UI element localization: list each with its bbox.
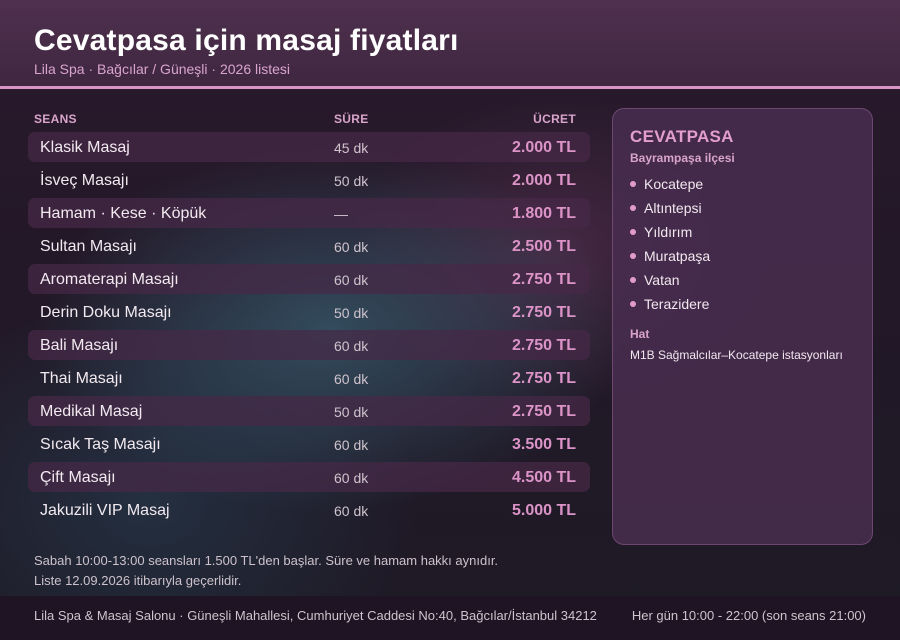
session-price: 5.000 TL bbox=[511, 502, 576, 519]
session-name: Thai Masajı bbox=[40, 370, 123, 387]
footer-hours: Her gün 10:00 - 22:00 (son seans 21:00) bbox=[631, 608, 866, 623]
neighborhood-name: Terazidere bbox=[644, 296, 710, 312]
line-label: Hat bbox=[630, 327, 650, 341]
session-price: 2.750 TL bbox=[511, 403, 576, 420]
table-row: Sultan Masajı 60 dk 2.500 TL bbox=[28, 231, 590, 261]
bullet-icon bbox=[630, 277, 636, 283]
neighborhood-name: Vatan bbox=[644, 272, 680, 288]
list-item: Yıldırım bbox=[630, 220, 710, 244]
page-footer: Lila Spa & Masaj Salonu · Güneşli Mahall… bbox=[0, 596, 900, 640]
validity-note: Liste 12.09.2026 itibarıyla geçerlidir. bbox=[34, 573, 242, 588]
pricing-note: Sabah 10:00-13:00 seansları 1.500 TL'den… bbox=[34, 553, 499, 568]
session-price: 2.750 TL bbox=[511, 337, 576, 354]
column-header-session: SEANS bbox=[34, 112, 77, 126]
footer-address: Lila Spa & Masaj Salonu · Güneşli Mahall… bbox=[34, 608, 597, 623]
session-duration: 60 dk bbox=[334, 437, 369, 453]
session-price: 2.750 TL bbox=[511, 271, 576, 288]
page-subtitle: Lila Spa · Bağcılar / Güneşli · 2026 lis… bbox=[34, 61, 291, 77]
page-header: Cevatpasa için masaj fiyatları Lila Spa … bbox=[0, 0, 900, 89]
session-price: 2.750 TL bbox=[511, 370, 576, 387]
session-price: 2.000 TL bbox=[511, 172, 576, 189]
bullet-icon bbox=[630, 229, 636, 235]
table-row: Çift Masajı 60 dk 4.500 TL bbox=[28, 462, 590, 492]
session-price: 2.500 TL bbox=[511, 238, 576, 255]
district-title: CEVATPASA bbox=[630, 127, 734, 146]
column-header-price: ÜCRET bbox=[533, 112, 576, 126]
neighborhood-name: Yıldırım bbox=[644, 224, 693, 240]
session-price: 4.500 TL bbox=[511, 469, 576, 486]
session-name: Hamam · Kese · Köpük bbox=[40, 205, 207, 222]
session-duration: 50 dk bbox=[334, 173, 369, 189]
list-item: Altıntepsi bbox=[630, 196, 710, 220]
session-duration: 60 dk bbox=[334, 239, 369, 255]
session-name: İsveç Masajı bbox=[40, 172, 129, 189]
session-name: Medikal Masaj bbox=[40, 403, 143, 420]
session-duration: 60 dk bbox=[334, 338, 369, 354]
district-panel: CEVATPASA Bayrampaşa ilçesi Kocatepe Alt… bbox=[612, 108, 873, 545]
table-row: Thai Masajı 60 dk 2.750 TL bbox=[28, 363, 590, 393]
session-name: Sıcak Taş Masajı bbox=[40, 436, 161, 453]
session-name: Sultan Masajı bbox=[40, 238, 137, 255]
line-value: M1B Sağmalcılar–Kocatepe istasyonları bbox=[630, 348, 843, 362]
table-row: Aromaterapi Masajı 60 dk 2.750 TL bbox=[28, 264, 590, 294]
session-duration: 45 dk bbox=[334, 140, 369, 156]
table-row: Bali Masajı 60 dk 2.750 TL bbox=[28, 330, 590, 360]
session-duration: 50 dk bbox=[334, 305, 369, 321]
session-price: 1.800 TL bbox=[511, 205, 576, 222]
bullet-icon bbox=[630, 301, 636, 307]
neighborhood-name: Muratpaşa bbox=[644, 248, 711, 264]
column-header-duration: SÜRE bbox=[334, 112, 369, 126]
session-price: 3.500 TL bbox=[511, 436, 576, 453]
table-row: Medikal Masaj 50 dk 2.750 TL bbox=[28, 396, 590, 426]
session-duration: 50 dk bbox=[334, 404, 369, 420]
session-duration: 60 dk bbox=[334, 503, 369, 519]
session-name: Jakuzili VIP Masaj bbox=[40, 502, 170, 519]
session-name: Çift Masajı bbox=[40, 469, 116, 486]
session-duration: 60 dk bbox=[334, 272, 369, 288]
table-row: Sıcak Taş Masajı 60 dk 3.500 TL bbox=[28, 429, 590, 459]
table-row: Klasik Masaj 45 dk 2.000 TL bbox=[28, 132, 590, 162]
list-item: Muratpaşa bbox=[630, 244, 710, 268]
session-duration: 60 dk bbox=[334, 371, 369, 387]
price-table: Klasik Masaj 45 dk 2.000 TL İsveç Masajı… bbox=[28, 132, 590, 528]
session-duration: — bbox=[334, 206, 348, 222]
neighborhood-name: Altıntepsi bbox=[644, 200, 702, 216]
list-item: Vatan bbox=[630, 268, 710, 292]
session-name: Derin Doku Masajı bbox=[40, 304, 172, 321]
session-name: Klasik Masaj bbox=[40, 139, 130, 156]
bullet-icon bbox=[630, 253, 636, 259]
table-row: İsveç Masajı 50 dk 2.000 TL bbox=[28, 165, 590, 195]
session-price: 2.750 TL bbox=[511, 304, 576, 321]
list-item: Kocatepe bbox=[630, 172, 710, 196]
neighborhood-list: Kocatepe Altıntepsi Yıldırım Muratpaşa V… bbox=[630, 172, 710, 316]
neighborhood-name: Kocatepe bbox=[644, 176, 704, 192]
table-row: Hamam · Kese · Köpük — 1.800 TL bbox=[28, 198, 590, 228]
table-row: Derin Doku Masajı 50 dk 2.750 TL bbox=[28, 297, 590, 327]
page-title: Cevatpasa için masaj fiyatları bbox=[34, 24, 459, 57]
session-price: 2.000 TL bbox=[511, 139, 576, 156]
table-row: Jakuzili VIP Masaj 60 dk 5.000 TL bbox=[28, 495, 590, 525]
list-item: Terazidere bbox=[630, 292, 710, 316]
district-subtitle: Bayrampaşa ilçesi bbox=[630, 151, 735, 165]
bullet-icon bbox=[630, 205, 636, 211]
bullet-icon bbox=[630, 181, 636, 187]
session-duration: 60 dk bbox=[334, 470, 369, 486]
session-name: Bali Masajı bbox=[40, 337, 119, 354]
session-name: Aromaterapi Masajı bbox=[40, 271, 179, 288]
